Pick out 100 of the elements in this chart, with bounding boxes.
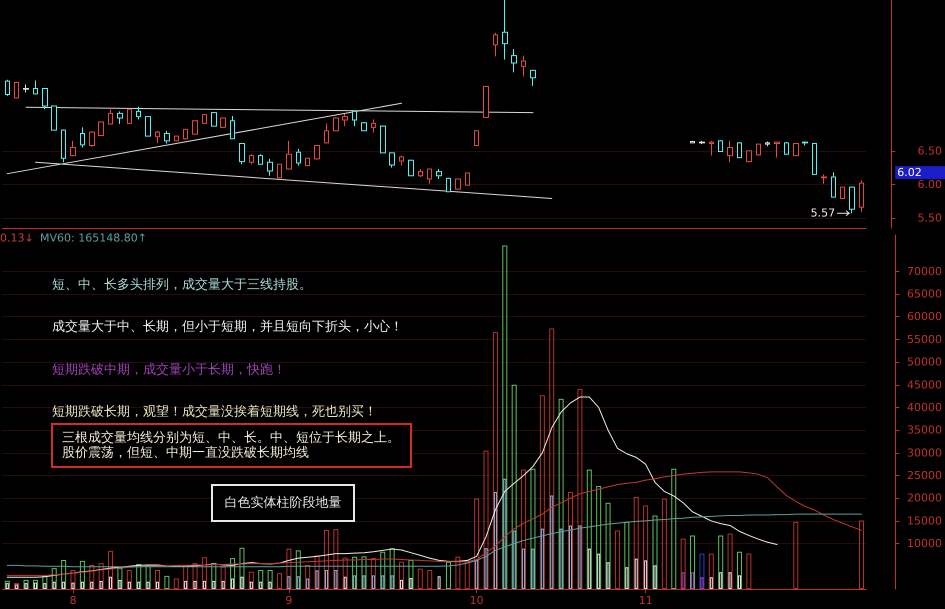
bar [408,560,414,589]
bar [446,562,451,589]
candlestick [774,140,780,158]
y-tick-label: 6.00 [918,178,942,191]
candlestick [361,122,367,132]
bar [700,577,704,589]
y-tick-label: 50000 [907,356,942,369]
bar [258,570,264,589]
bar [578,525,582,589]
candlestick [455,178,461,190]
bar [625,567,628,589]
candlestick [136,106,141,120]
candlestick [371,118,376,134]
candlestick [737,142,742,158]
bar [569,525,572,589]
bar [231,578,234,589]
candlestick [408,159,414,176]
bar [146,564,151,589]
bar [644,560,648,589]
bar [52,568,57,589]
y-tick-label: 10000 [907,537,942,550]
candlestick [530,69,536,86]
candlestick [765,140,770,147]
candlestick [746,150,752,163]
x-tick-label: 9 [285,594,292,607]
candlestick [108,108,113,126]
bar [634,558,638,589]
bar [438,576,441,589]
bar [718,535,724,589]
bar [268,570,273,589]
candlestick [211,111,217,127]
candlestick [324,122,329,144]
candlestick [333,116,339,132]
bar [728,572,732,589]
candlestick [502,0,508,60]
candlestick [474,130,479,147]
bar [80,560,85,589]
bar [699,554,704,589]
candlestick [117,110,123,125]
bar [211,563,216,589]
bar [586,470,592,589]
candlestick [80,126,85,148]
annotation: 成交量大于中、长期，但小于短期，并且短向下折头，小心！ [52,318,403,334]
bar [606,502,611,589]
candlestick [61,128,66,163]
bar [118,580,122,589]
candlestick [399,155,404,166]
bar [653,565,656,589]
bar [475,560,478,589]
text: 6.02 [897,166,922,180]
bar [80,582,84,589]
candlestick [784,142,789,155]
bar [690,535,696,589]
bar [494,492,497,589]
bar [117,568,122,589]
bar [522,548,526,589]
candlestick [23,84,29,94]
y-tick-label: 25000 [907,469,942,482]
bar [502,245,508,589]
bar [624,522,630,589]
annotation: 5.57 [810,206,836,220]
candlestick [718,140,723,152]
bar [652,515,658,589]
bar [381,575,384,589]
candlestick [446,177,451,192]
annotation: 三根成交量均线分别为短、中、长。中、短位于长期之上。 [62,430,400,446]
bar [380,552,386,589]
candlestick [220,116,226,129]
candlestick [342,114,348,127]
bar [400,580,404,589]
bar [212,580,216,589]
bar [24,580,29,589]
candlestick [831,172,836,198]
bar [596,486,602,589]
bar [372,575,375,589]
bar [512,530,516,589]
bar [61,560,66,589]
bar [4,580,10,589]
candlestick [70,140,76,157]
bar [738,575,741,589]
bar [484,548,488,589]
candlestick [483,85,489,119]
candlestick [849,186,855,214]
bar [560,528,563,589]
bar [324,570,328,589]
candlestick [89,130,95,148]
y-tick-label: 60000 [907,310,942,324]
candlestick [98,120,104,137]
bar [306,578,310,589]
y-tick-label: 65000 [907,288,942,300]
bar [316,570,319,589]
bar [736,552,742,589]
candlestick [389,152,395,168]
bar [503,478,506,589]
candlestick [239,142,245,165]
bar [296,576,300,589]
bar [362,556,366,589]
bar [202,580,206,589]
candlestick [286,140,292,170]
bar [287,576,290,589]
